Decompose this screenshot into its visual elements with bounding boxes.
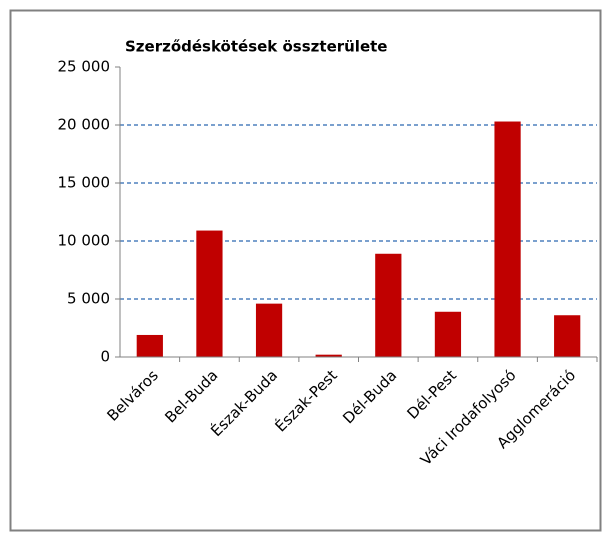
bar — [255, 303, 283, 357]
y-tick-label: 10 000 — [58, 232, 111, 250]
chart-border — [9, 9, 602, 532]
y-tick-label: 15 000 — [58, 174, 111, 192]
bar — [375, 253, 402, 357]
bar — [136, 334, 163, 357]
chart-title: Szerződéskötések összterülete — [125, 38, 387, 56]
bar — [494, 121, 521, 358]
bar — [434, 311, 462, 357]
bar — [196, 230, 223, 357]
y-tick-label: 25 000 — [58, 58, 111, 76]
bar — [554, 315, 581, 357]
bar — [315, 354, 342, 357]
y-tick-label: 0 — [100, 348, 110, 366]
y-tick-label: 5 000 — [67, 290, 110, 308]
y-tick-label: 20 000 — [58, 116, 111, 134]
